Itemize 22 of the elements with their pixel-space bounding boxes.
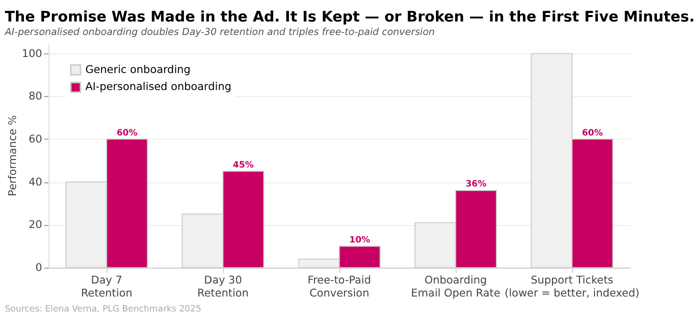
x-tick-label: Onboarding Email Open Rate <box>411 274 500 300</box>
data-label: 36% <box>466 180 487 190</box>
y-axis-title: Performance % <box>6 115 19 196</box>
chart-subtitle: AI-personalised onboarding doubles Day-30 retention and triples free-to-paid conversion <box>4 26 435 38</box>
y-tick-label: 60 <box>28 132 42 146</box>
data-label: 10% <box>349 235 370 246</box>
x-tick-label: Free-to-Paid Conversion <box>308 274 372 300</box>
legend-label: Generic onboarding <box>85 62 191 76</box>
legend-label: AI-personalised onboarding <box>85 80 232 94</box>
data-label: 45% <box>232 160 254 170</box>
chart-title: The Promise Was Made in the Ad. It Is Kept — or Broken — in the First Five Minutes. <box>4 9 695 26</box>
y-tick-label: 100 <box>22 46 42 60</box>
x-tick-label: Day 7 Retention <box>80 274 132 300</box>
data-label: 60% <box>116 128 138 138</box>
y-tick-label: 40 <box>28 175 42 188</box>
x-tick-label: Support Tickets (lower = better, indexed) <box>504 274 640 300</box>
x-tick-label: Day 30 Retention <box>197 274 249 300</box>
y-tick-label: 0 <box>35 261 42 274</box>
y-tick-label: 20 <box>28 218 42 232</box>
data-label: 60% <box>582 128 604 138</box>
y-tick-label: 80 <box>28 90 42 103</box>
source-note: Sources: Elena Verna, PLG Benchmarks 2025 <box>4 304 202 314</box>
